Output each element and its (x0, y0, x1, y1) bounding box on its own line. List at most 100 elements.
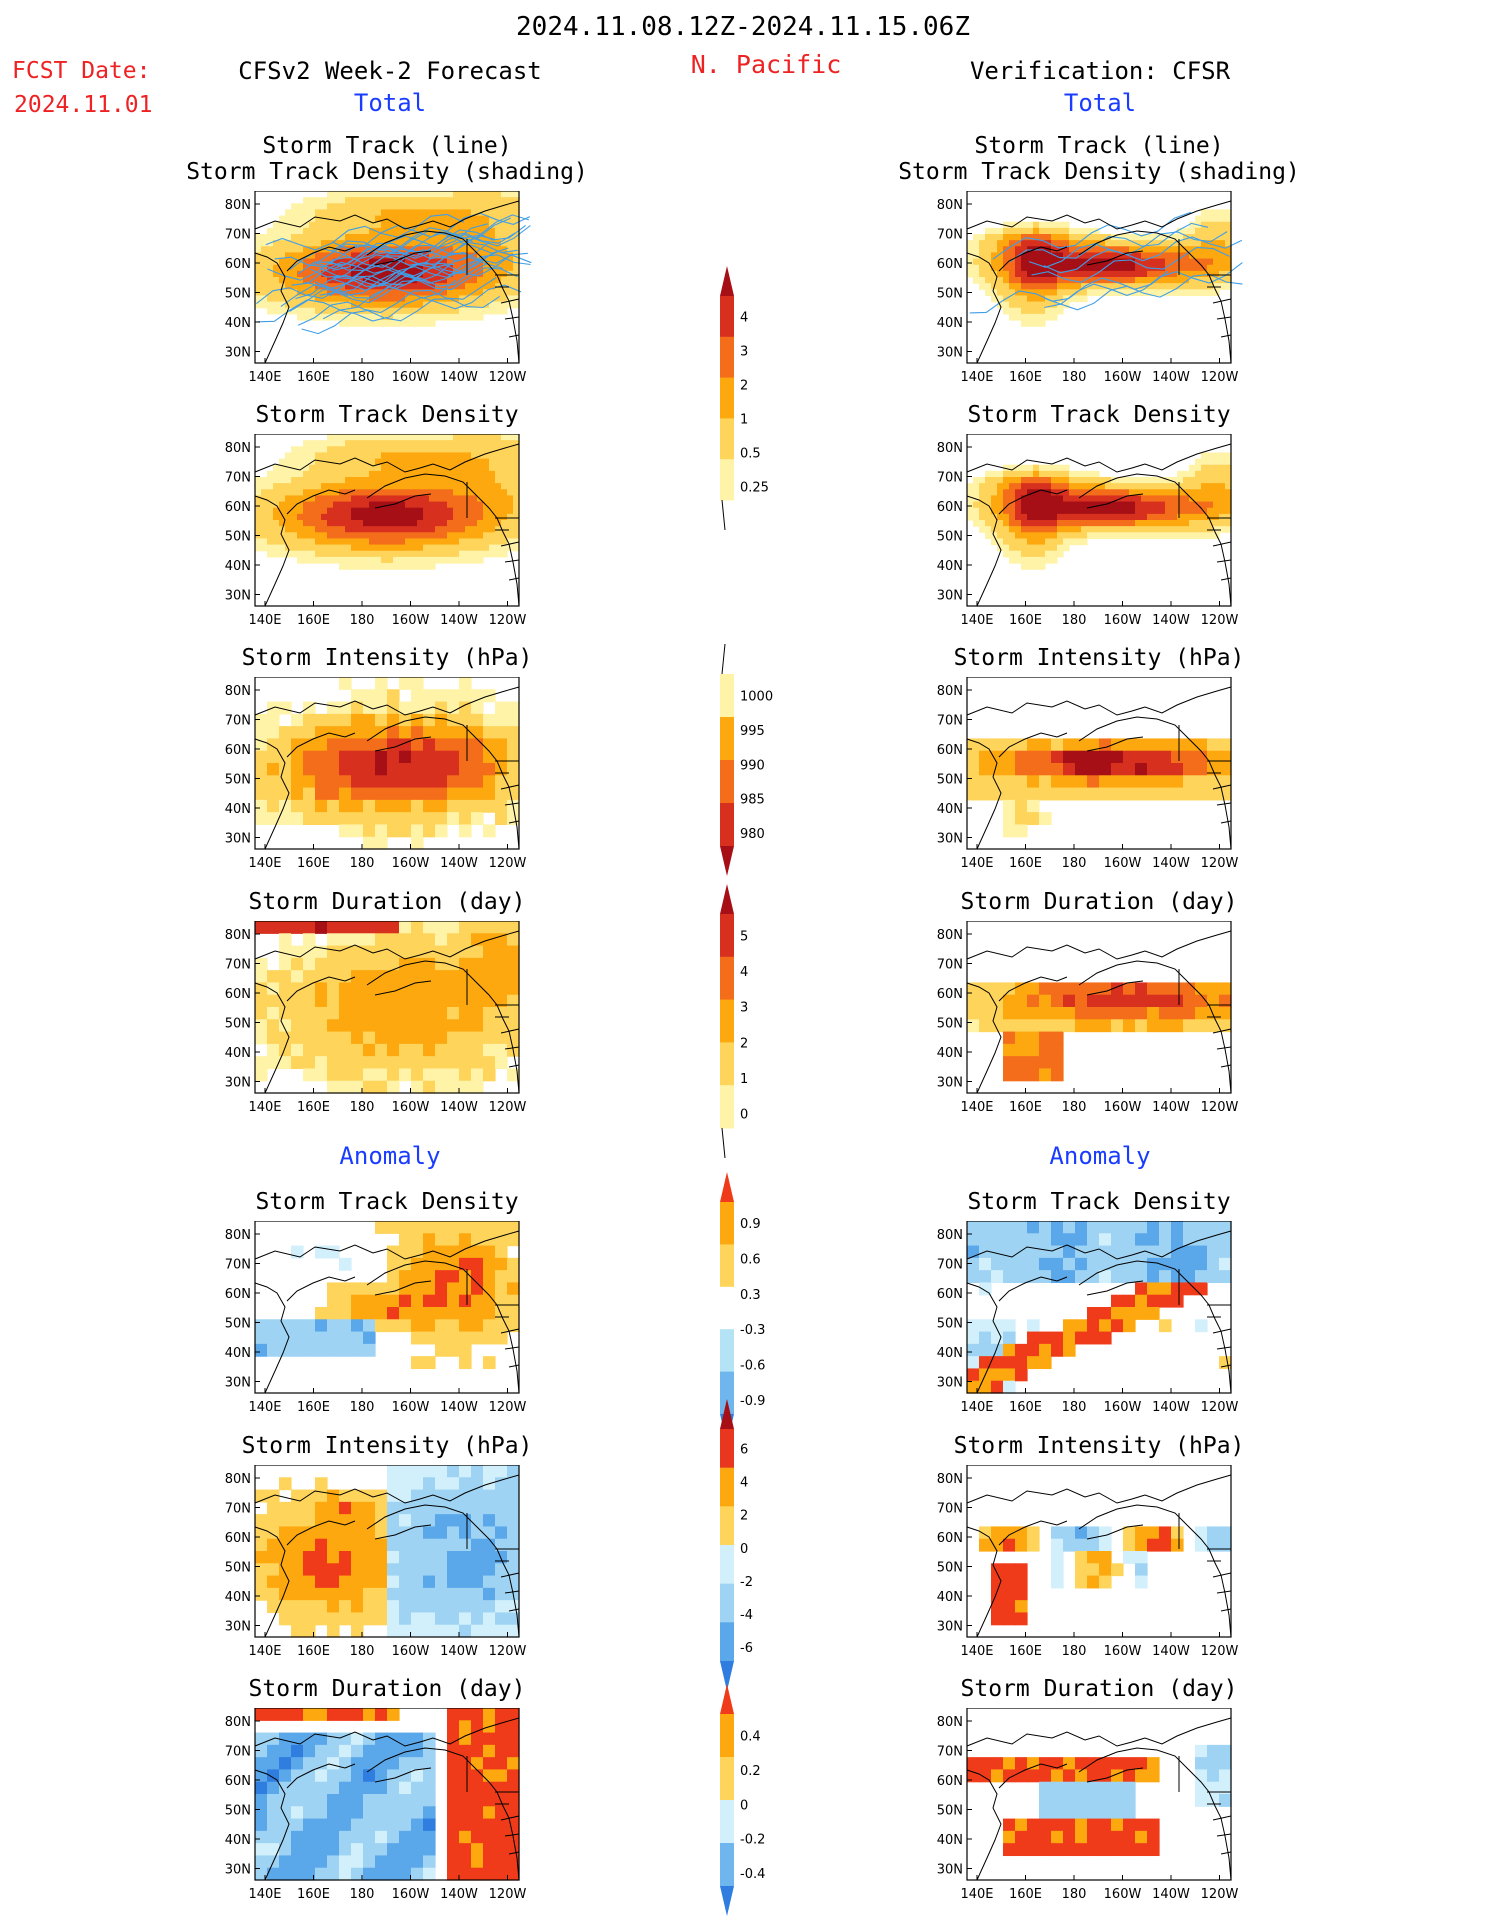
region-title: N. Pacific (690, 50, 842, 79)
colorbar-label: 4 (740, 965, 748, 980)
fc-anom-density-title: Storm Track Density (255, 1189, 519, 1215)
lat-tick-label: 50N (937, 1017, 963, 1032)
colorbar-label: 0 (740, 1108, 748, 1123)
lat-tick-label: 40N (937, 1346, 963, 1361)
date-range-title: 2024.11.08.12Z-2024.11.15.06Z (516, 12, 970, 42)
lon-tick-label: 160W (1104, 856, 1142, 871)
lon-tick-label: 160W (1104, 370, 1142, 385)
vf-anom-density-map: 80N 70N 60N 50N 40N 30N 140E 160E 180 160W 140W 120… (937, 1221, 1238, 1415)
lat-tick-label: 40N (937, 559, 963, 574)
lon-tick-label: 160E (297, 613, 330, 628)
lon-tick-label: 160W (1104, 613, 1142, 628)
lon-tick-label: 180 (350, 613, 375, 628)
lon-tick-label: 140E (960, 1644, 993, 1659)
colorbar-label: -0.2 (740, 1833, 765, 1848)
lon-tick-label: 160W (392, 1100, 430, 1115)
lat-tick-label: 50N (225, 1804, 251, 1819)
lat-tick-label: 80N (937, 684, 963, 699)
lat-tick-label: 80N (937, 1715, 963, 1730)
lon-tick-label: 140E (248, 1100, 281, 1115)
lat-tick-label: 60N (225, 1774, 251, 1789)
lat-tick-label: 70N (225, 714, 251, 729)
colorbar-label: 1 (740, 412, 748, 427)
fc-intensity-title: Storm Intensity (hPa) (241, 645, 533, 671)
fcst-date-label: FCST Date: (12, 58, 151, 84)
lat-tick-label: 30N (937, 1863, 963, 1878)
lat-tick-label: 40N (225, 316, 251, 331)
forecast-anomaly-label: Anomaly (339, 1142, 441, 1170)
lat-tick-label: 60N (937, 1287, 963, 1302)
colorbar-anom-intensity: 6 4 2 0 -2 -4 -6 (720, 1399, 753, 1691)
lat-tick-label: 60N (225, 500, 251, 515)
lat-tick-label: 40N (937, 1833, 963, 1848)
lon-tick-label: 120W (489, 1887, 527, 1902)
lon-tick-label: 160W (392, 1644, 430, 1659)
lon-tick-label: 140W (440, 370, 478, 385)
lat-tick-label: 70N (225, 228, 251, 243)
lon-tick-label: 140E (248, 1644, 281, 1659)
colorbar-label: 6 (740, 1442, 748, 1457)
colorbar-label: 0.3 (740, 1288, 761, 1303)
colorbar-label: 3 (740, 344, 748, 359)
lat-tick-label: 50N (937, 1317, 963, 1332)
lon-tick-label: 120W (489, 613, 527, 628)
lat-tick-label: 40N (225, 1346, 251, 1361)
colorbar-density: 4 3 2 1 0.5 0.25 (720, 266, 769, 531)
vf-intensity-title: Storm Intensity (hPa) (953, 645, 1245, 671)
lat-tick-label: 30N (937, 832, 963, 847)
lon-tick-label: 160W (392, 1887, 430, 1902)
lon-tick-label: 120W (489, 1400, 527, 1415)
lon-tick-label: 140E (960, 856, 993, 871)
lon-tick-label: 120W (489, 1100, 527, 1115)
lat-tick-label: 30N (225, 589, 251, 604)
lat-tick-label: 80N (225, 1228, 251, 1243)
colorbar-label: 995 (740, 724, 765, 739)
lon-tick-label: 160E (1009, 1644, 1042, 1659)
lon-tick-label: 180 (1062, 1644, 1087, 1659)
lon-tick-label: 160W (392, 370, 430, 385)
lon-tick-label: 120W (489, 370, 527, 385)
lat-tick-label: 60N (225, 1287, 251, 1302)
lat-tick-label: 80N (937, 928, 963, 943)
lon-tick-label: 160W (392, 1400, 430, 1415)
lat-tick-label: 60N (937, 500, 963, 515)
lat-tick-label: 30N (937, 1076, 963, 1091)
fc-duration-map: 80N 70N 60N 50N 40N 30N 140E 160E 180 160W 140W 120… (225, 921, 527, 1115)
fc-density-title: Storm Track Density (255, 402, 519, 428)
lon-tick-label: 180 (1062, 613, 1087, 628)
fc-anom-intensity-title: Storm Intensity (hPa) (241, 1433, 533, 1459)
colorbar-anom-density: 0.9 0.6 0.3 -0.3 -0.6 -0.9 (720, 1172, 765, 1444)
vf-intensity-map: 80N 70N 60N 50N 40N 30N 140E 160E 180 160W 140W 120… (937, 677, 1239, 871)
lat-tick-label: 50N (937, 287, 963, 302)
lat-tick-label: 40N (937, 1590, 963, 1605)
vf-anom-duration-title: Storm Duration (day) (960, 1676, 1238, 1702)
lon-tick-label: 160E (1009, 1887, 1042, 1902)
lat-tick-label: 70N (937, 1502, 963, 1517)
lat-tick-label: 60N (225, 987, 251, 1002)
colorbar-intensity: 1000 995 990 985 980 (720, 643, 773, 876)
colorbar-label: 0 (740, 1798, 748, 1813)
lon-tick-label: 140W (1152, 1400, 1190, 1415)
lat-tick-label: 50N (225, 530, 251, 545)
lat-tick-label: 60N (937, 257, 963, 272)
lon-tick-label: 140E (248, 856, 281, 871)
lon-tick-label: 120W (1201, 856, 1239, 871)
lon-tick-label: 160W (392, 856, 430, 871)
fc-track-title: Storm Track (line) (262, 133, 512, 159)
lon-tick-label: 140W (1152, 370, 1190, 385)
lat-tick-label: 40N (937, 1046, 963, 1061)
lon-tick-label: 180 (1062, 1100, 1087, 1115)
fc-density-map: 80N 70N 60N 50N 40N 30N 140E 160E 180 160W 140W 120… (225, 434, 527, 628)
lat-tick-label: 40N (225, 559, 251, 574)
lat-tick-label: 30N (225, 1620, 251, 1635)
lon-tick-label: 140E (960, 613, 993, 628)
lon-tick-label: 180 (350, 1887, 375, 1902)
lon-tick-label: 120W (1201, 1100, 1239, 1115)
colorbar-label: 0.9 (740, 1217, 761, 1232)
lon-tick-label: 180 (350, 1644, 375, 1659)
vf-anom-duration-map: 80N 70N 60N 50N 40N 30N 140E 160E 180 160W 140W 120… (937, 1708, 1238, 1902)
lon-tick-label: 140W (1152, 1644, 1190, 1659)
colorbar-label: 985 (740, 793, 765, 808)
colorbar-label: 3 (740, 1001, 748, 1016)
lon-tick-label: 140W (440, 1887, 478, 1902)
